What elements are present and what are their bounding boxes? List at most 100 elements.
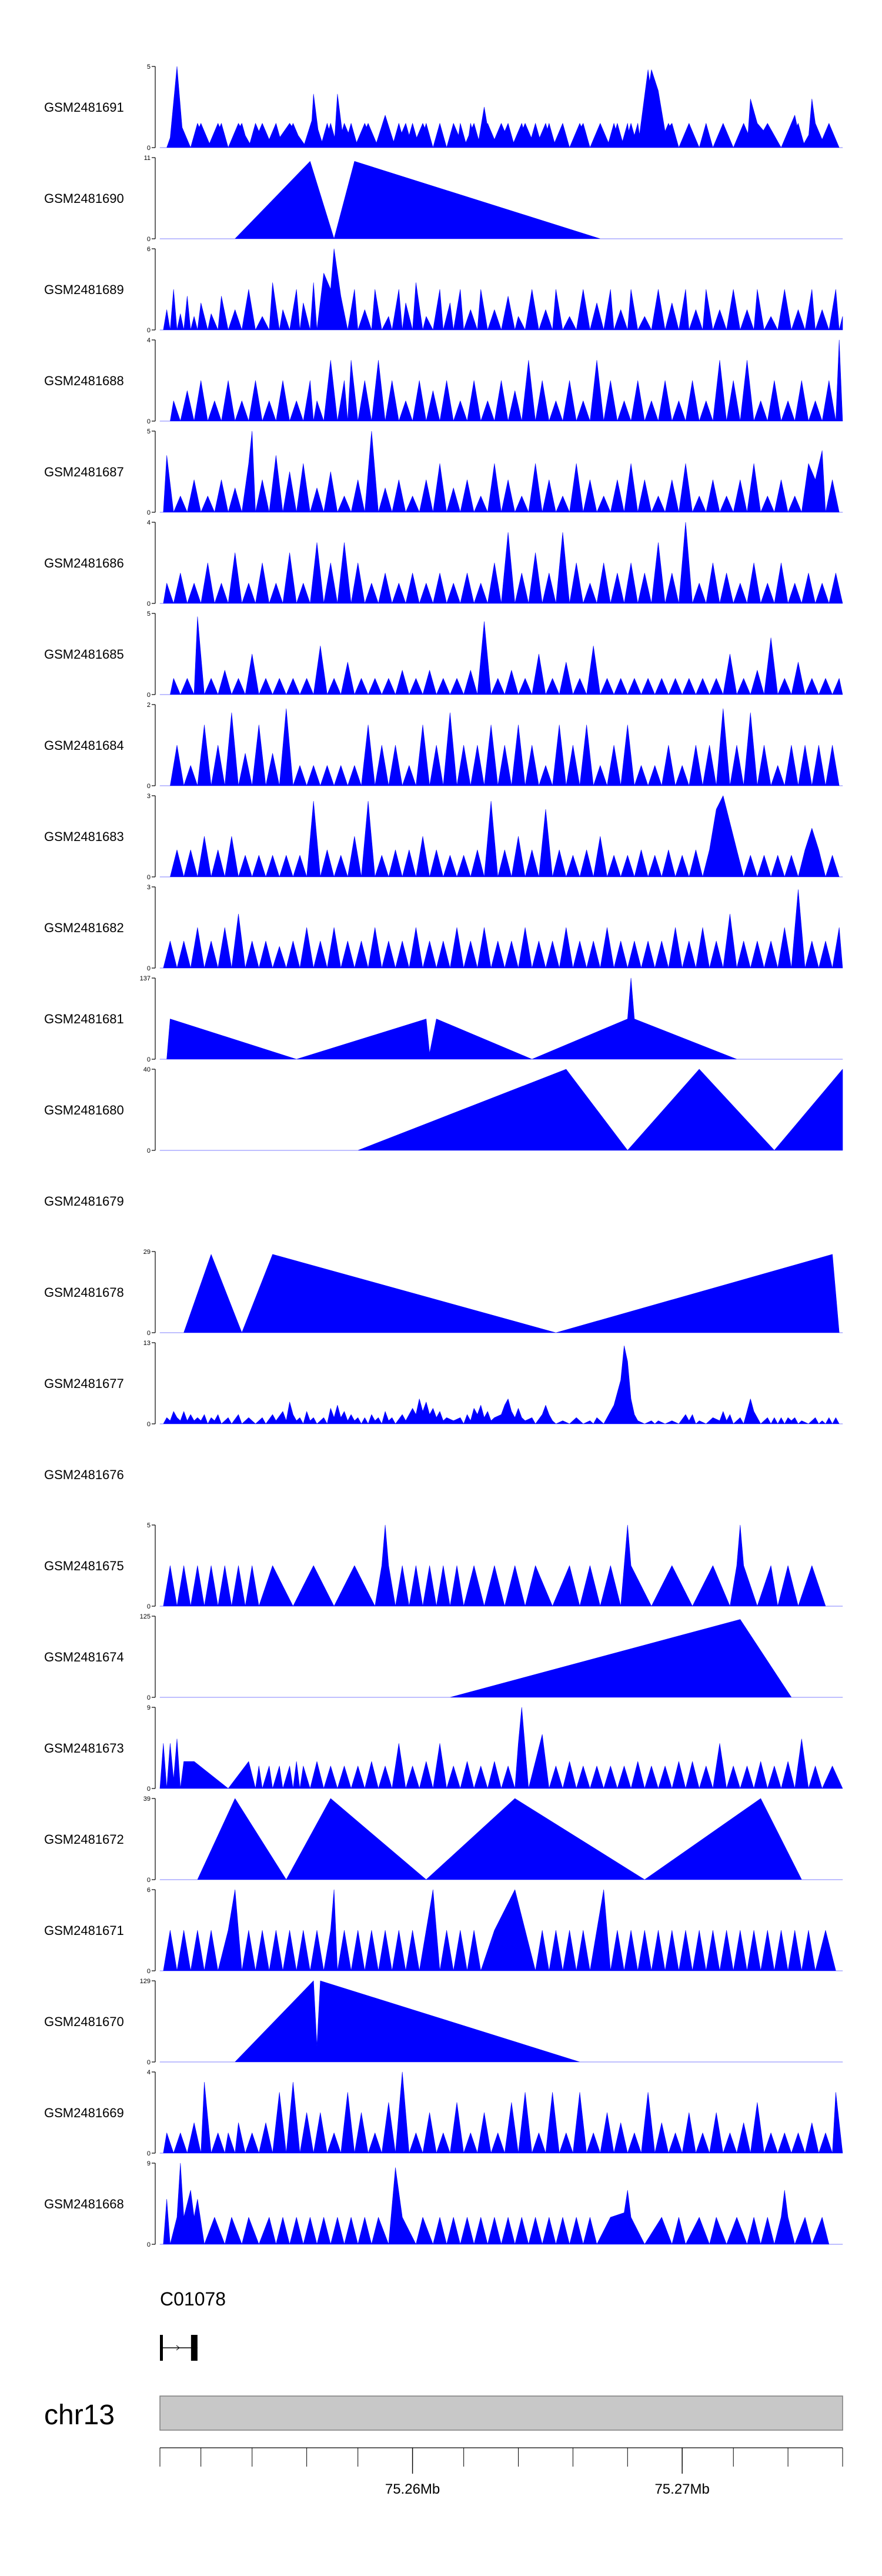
track-ymin-label: 0 (147, 2150, 151, 2157)
signal-area (159, 248, 843, 331)
track-label: GSM2481691 (44, 100, 124, 115)
track-ymin-label: 0 (147, 600, 151, 608)
track-label: GSM2481681 (44, 1012, 124, 1026)
chromosome-panel: chr13 75.26Mb 75.27Mb (44, 2395, 843, 2497)
signal-area (159, 431, 843, 513)
track-ymin-label: 0 (147, 1603, 151, 1610)
track-GSM2481675: GSM2481675 5 0 (44, 1522, 843, 1610)
track-ymax-label: 4 (147, 2069, 151, 2076)
track-label: GSM2481690 (44, 191, 124, 206)
gene-exon (191, 2335, 198, 2361)
track-label: GSM2481678 (44, 1285, 124, 1300)
track-GSM2481676: GSM2481676 (44, 1467, 124, 1482)
track-ymin-label: 0 (147, 145, 151, 152)
track-label: GSM2481677 (44, 1376, 124, 1391)
signal-area (159, 1798, 843, 1880)
track-ymin-label: 0 (147, 1330, 151, 1337)
signal-area (159, 339, 843, 422)
signal-area (159, 1980, 843, 2063)
track-ymax-label: 129 (140, 1978, 151, 1985)
track-GSM2481668: GSM2481668 9 0 (44, 2160, 843, 2248)
track-GSM2481683: GSM2481683 3 0 (44, 793, 843, 881)
track-label: GSM2481673 (44, 1741, 124, 1756)
track-label: GSM2481672 (44, 1832, 124, 1847)
track-ymax-label: 3 (147, 793, 151, 800)
gene-exon (160, 2335, 163, 2361)
chromosome-name: chr13 (44, 2400, 115, 2431)
track-ymax-label: 40 (143, 1066, 151, 1073)
track-ymax-label: 6 (147, 1887, 151, 1894)
track-ymax-label: 39 (143, 1796, 151, 1803)
track-ymax-label: 11 (144, 155, 151, 162)
signal-area (159, 1254, 843, 1333)
track-ymin-label: 0 (147, 2241, 151, 2248)
track-ymin-label: 0 (147, 1968, 151, 1975)
track-label: GSM2481679 (44, 1194, 124, 1209)
track-GSM2481678: GSM2481678 29 0 (44, 1249, 843, 1337)
track-label: GSM2481688 (44, 373, 124, 388)
signal-area (159, 889, 843, 969)
track-label: GSM2481687 (44, 465, 124, 479)
track-ymin-label: 0 (147, 1056, 151, 1063)
track-ymin-label: 0 (147, 1786, 151, 1793)
chromosome-axis: 75.26Mb 75.27Mb (159, 2447, 843, 2497)
chromosome-tick-label: 75.26Mb (385, 2481, 440, 2497)
track-label: GSM2481675 (44, 1559, 124, 1573)
track-ymin-label: 0 (147, 692, 151, 699)
track-ymin-label: 0 (147, 1147, 151, 1154)
track-GSM2481690: GSM2481690 11 0 (44, 155, 843, 243)
gene-name-label: C01078 (160, 2288, 226, 2310)
signal-area (159, 977, 843, 1060)
track-GSM2481686: GSM2481686 4 0 (44, 519, 843, 608)
track-GSM2481682: GSM2481682 3 0 (44, 884, 843, 972)
track-label: GSM2481670 (44, 2014, 124, 2029)
track-GSM2481679: GSM2481679 (44, 1194, 124, 1209)
track-GSM2481670: GSM2481670 129 0 (44, 1978, 843, 2066)
track-GSM2481688: GSM2481688 4 0 (44, 337, 843, 425)
track-label: GSM2481689 (44, 282, 124, 297)
track-ymin-label: 0 (147, 418, 151, 425)
track-label: GSM2481682 (44, 920, 124, 935)
track-ymin-label: 0 (147, 783, 151, 790)
track-ymax-label: 5 (147, 64, 151, 71)
track-label: GSM2481674 (44, 1650, 124, 1664)
chromosome-tick-label: 75.27Mb (654, 2481, 709, 2497)
track-label: GSM2481676 (44, 1467, 124, 1482)
track-ymax-label: 5 (147, 610, 151, 618)
track-ymin-label: 0 (147, 236, 151, 243)
track-ymax-label: 137 (140, 975, 151, 982)
track-ymax-label: 6 (147, 246, 151, 253)
track-ymin-label: 0 (147, 2059, 151, 2066)
signal-area (159, 2163, 843, 2245)
track-label: GSM2481685 (44, 647, 124, 662)
track-label: GSM2481686 (44, 556, 124, 570)
track-ymax-label: 3 (147, 884, 151, 891)
track-GSM2481673: GSM2481673 9 0 (44, 1704, 843, 1793)
signal-area (159, 1346, 843, 1424)
track-ymax-label: 29 (143, 1249, 151, 1256)
signal-area (159, 1707, 843, 1789)
track-ymax-label: 4 (147, 337, 151, 344)
track-ymax-label: 13 (143, 1340, 151, 1347)
tracks-panel: GSM248169150GSM2481690110GSM248168960GSM… (44, 64, 843, 2248)
signal-area (159, 522, 843, 604)
track-GSM2481669: GSM2481669 4 0 (44, 2069, 843, 2157)
signal-area (159, 161, 843, 239)
track-ymin-label: 0 (147, 965, 151, 972)
track-ymax-label: 5 (147, 1522, 151, 1529)
track-GSM2481681: GSM2481681 137 0 (44, 975, 843, 1063)
track-GSM2481677: GSM2481677 13 0 (44, 1340, 843, 1428)
track-GSM2481674: GSM2481674 125 0 (44, 1613, 843, 1701)
track-label: GSM2481668 (44, 2197, 124, 2211)
track-ymax-label: 5 (147, 428, 151, 435)
signal-area (159, 1619, 843, 1698)
signal-area (159, 708, 843, 786)
signal-area (159, 1889, 843, 1971)
track-ymin-label: 0 (147, 1694, 151, 1701)
signal-area (159, 616, 843, 695)
track-GSM2481691: GSM2481691 5 0 (44, 64, 843, 152)
track-GSM2481684: GSM2481684 2 0 (44, 702, 843, 790)
track-ymax-label: 2 (147, 702, 151, 709)
track-label: GSM2481684 (44, 738, 124, 753)
